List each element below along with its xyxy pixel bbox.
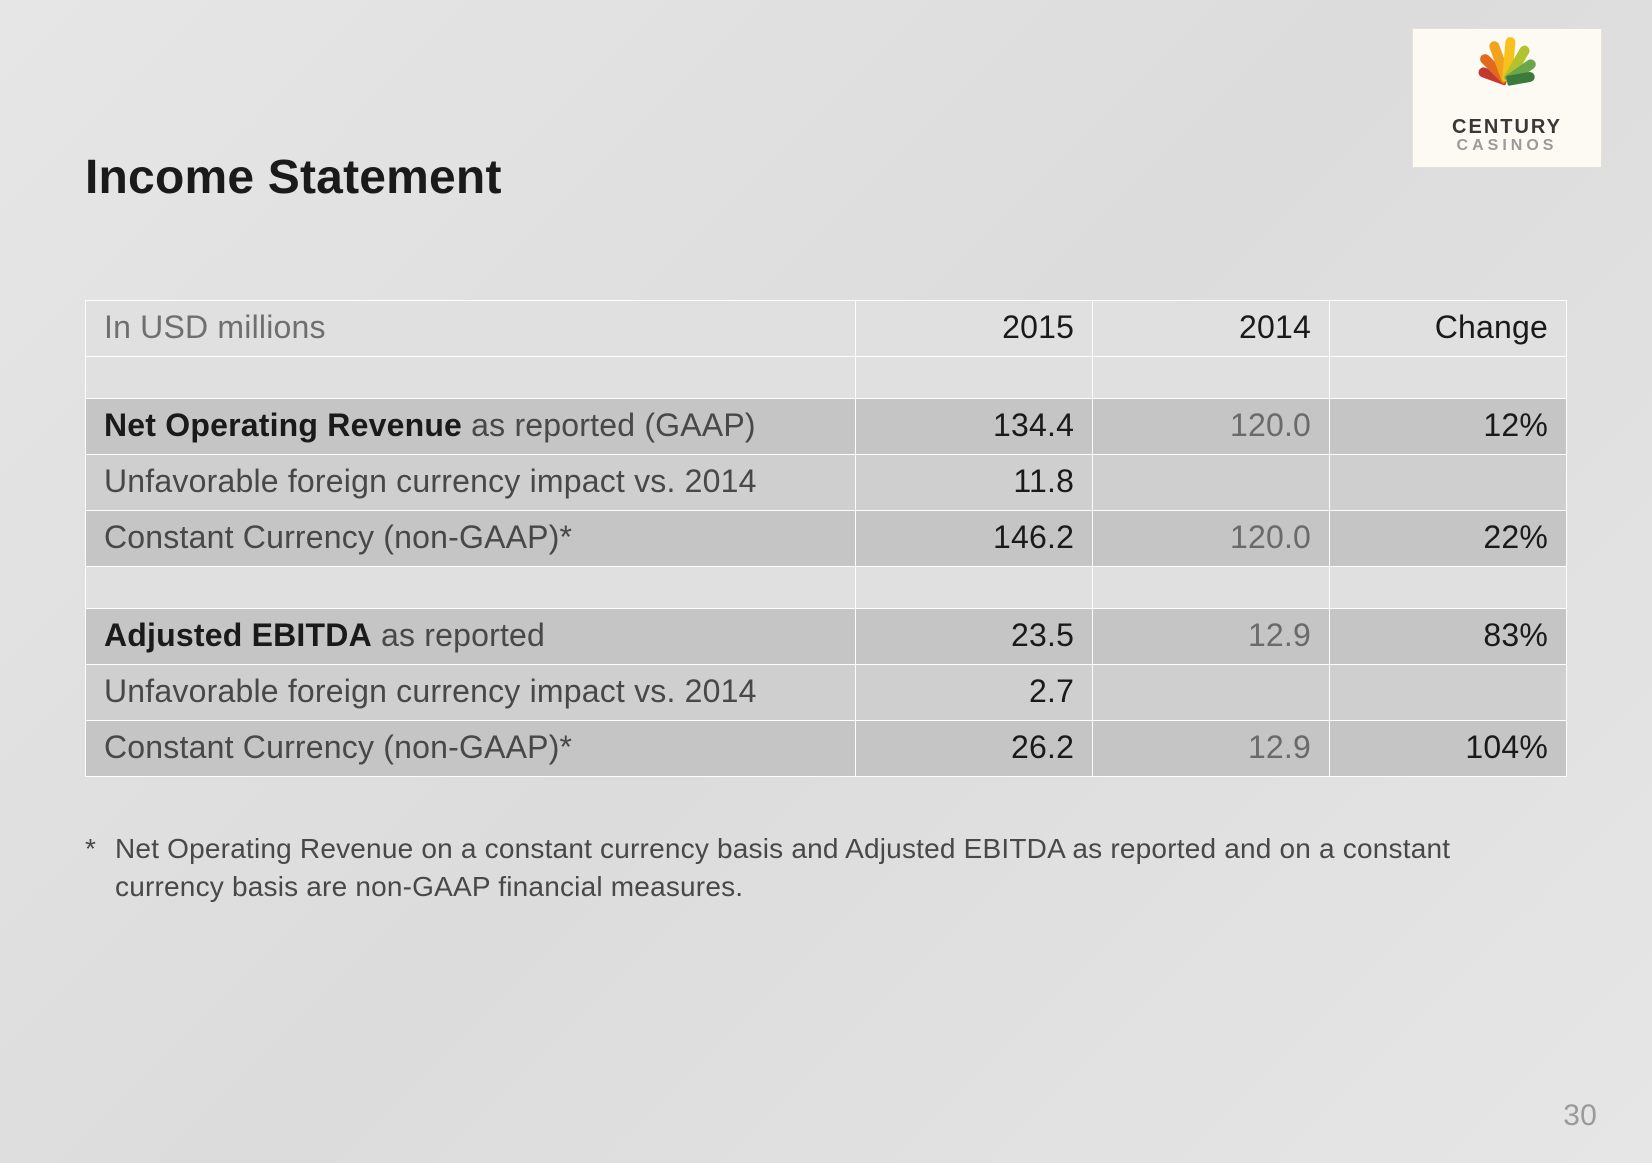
table-row: Net Operating Revenue as reported (GAAP)… [86, 399, 1567, 455]
footnote-text: Net Operating Revenue on a constant curr… [115, 830, 1485, 906]
company-logo: CENTURY CASINOS [1412, 28, 1602, 168]
cell-col_a: 23.5 [856, 609, 1093, 665]
cell-col_a: 146.2 [856, 511, 1093, 567]
table-row: Adjusted EBITDA as reported23.512.983% [86, 609, 1567, 665]
spacer-cell [856, 567, 1093, 609]
table-header-row: In USD millions 2015 2014 Change [86, 301, 1567, 357]
footnote: * Net Operating Revenue on a constant cu… [85, 830, 1485, 906]
cell-col_b [1093, 455, 1330, 511]
table-row: Constant Currency (non-GAAP)* 26.212.9104… [86, 721, 1567, 777]
row-label-rest: as reported [372, 617, 545, 653]
spacer-cell [86, 357, 856, 399]
header-2014: 2014 [1093, 301, 1330, 357]
row-label: Net Operating Revenue as reported (GAAP) [86, 399, 856, 455]
cell-col_c: 83% [1330, 609, 1567, 665]
spacer-cell [1330, 567, 1567, 609]
row-label: Unfavorable foreign currency impact vs. … [86, 455, 856, 511]
cell-col_c [1330, 455, 1567, 511]
cell-col_c [1330, 665, 1567, 721]
cell-col_c: 104% [1330, 721, 1567, 777]
table-row [86, 567, 1567, 609]
logo-line1: CENTURY [1452, 117, 1562, 137]
cell-col_a: 26.2 [856, 721, 1093, 777]
spacer-cell [856, 357, 1093, 399]
table-row: Constant Currency (non-GAAP)* 146.2120.02… [86, 511, 1567, 567]
income-table: In USD millions 2015 2014 Change Net Ope… [85, 300, 1567, 777]
cell-col_b [1093, 665, 1330, 721]
table-row [86, 357, 1567, 399]
row-label-bold: Adjusted EBITDA [104, 617, 372, 653]
header-change: Change [1330, 301, 1567, 357]
logo-burst-icon [1477, 51, 1537, 111]
cell-col_a: 11.8 [856, 455, 1093, 511]
row-label: Unfavorable foreign currency impact vs. … [86, 665, 856, 721]
row-label-rest: Unfavorable foreign currency impact vs. … [104, 463, 757, 499]
cell-col_c: 22% [1330, 511, 1567, 567]
page-title: Income Statement [85, 150, 502, 205]
logo-line2: CASINOS [1457, 137, 1558, 155]
row-label-rest: Constant Currency (non-GAAP)* [104, 519, 572, 555]
cell-col_a: 2.7 [856, 665, 1093, 721]
spacer-cell [86, 567, 856, 609]
row-label-rest: as reported (GAAP) [462, 407, 756, 443]
row-label: Adjusted EBITDA as reported [86, 609, 856, 665]
cell-col_a: 134.4 [856, 399, 1093, 455]
slide: CENTURY CASINOS Income Statement In USD … [0, 0, 1652, 1163]
row-label-rest: Constant Currency (non-GAAP)* [104, 729, 572, 765]
income-table-wrap: In USD millions 2015 2014 Change Net Ope… [85, 300, 1567, 777]
spacer-cell [1093, 357, 1330, 399]
page-number: 30 [1563, 1099, 1597, 1133]
header-label: In USD millions [86, 301, 856, 357]
cell-col_b: 120.0 [1093, 511, 1330, 567]
table-row: Unfavorable foreign currency impact vs. … [86, 665, 1567, 721]
cell-col_b: 12.9 [1093, 609, 1330, 665]
row-label: Constant Currency (non-GAAP)* [86, 511, 856, 567]
cell-col_c: 12% [1330, 399, 1567, 455]
footnote-marker: * [85, 830, 115, 906]
cell-col_b: 12.9 [1093, 721, 1330, 777]
spacer-cell [1093, 567, 1330, 609]
row-label-bold: Net Operating Revenue [104, 407, 462, 443]
spacer-cell [1330, 357, 1567, 399]
row-label: Constant Currency (non-GAAP)* [86, 721, 856, 777]
table-row: Unfavorable foreign currency impact vs. … [86, 455, 1567, 511]
header-2015: 2015 [856, 301, 1093, 357]
row-label-rest: Unfavorable foreign currency impact vs. … [104, 673, 757, 709]
cell-col_b: 120.0 [1093, 399, 1330, 455]
